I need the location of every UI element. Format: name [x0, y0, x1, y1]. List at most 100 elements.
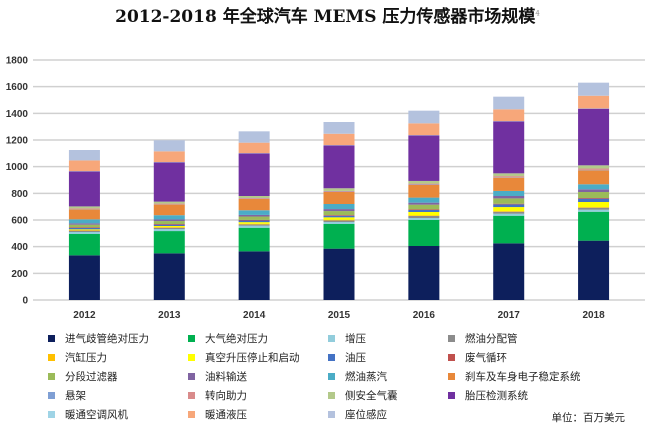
bar-segment — [153, 231, 185, 254]
legend-swatch — [48, 335, 55, 342]
x-tick-label: 2013 — [158, 310, 181, 321]
x-tick-label: 2012 — [73, 310, 96, 321]
bar-segment — [68, 150, 100, 161]
bar-segment — [493, 203, 525, 205]
bar-segment — [408, 110, 440, 124]
bar-segment — [493, 176, 525, 178]
bar-segment — [408, 204, 440, 210]
y-tick-label: 400 — [11, 242, 28, 253]
bar-stack-2014 — [238, 131, 270, 300]
bar-segment — [153, 221, 185, 224]
bar-segment — [408, 183, 440, 185]
y-tick-label: 200 — [11, 269, 28, 280]
bar-segment — [238, 219, 270, 221]
bar-stack-2012 — [68, 150, 100, 300]
bar-segment — [493, 204, 525, 208]
bar-stack-2018 — [578, 82, 610, 300]
legend-label: 转向助力 — [205, 390, 247, 402]
bar-segment — [323, 145, 355, 189]
bar-segment — [68, 209, 100, 220]
bar-segment — [323, 215, 355, 216]
bar-stack-2016 — [408, 110, 440, 300]
legend-label: 燃油蒸汽 — [345, 371, 387, 383]
legend-swatch — [448, 373, 455, 380]
legend-label: 汽缸压力 — [65, 352, 107, 364]
bar-segment — [68, 255, 100, 300]
legend-swatch — [48, 373, 55, 380]
legend-swatch — [48, 392, 55, 399]
bar-segment — [578, 168, 610, 170]
legend-item: 真空升压停止和启动 — [188, 350, 300, 365]
bar-segment — [578, 192, 610, 198]
bars — [68, 82, 610, 300]
bar-segment — [493, 215, 525, 244]
bar-segment — [68, 228, 100, 230]
bar-segment — [323, 224, 355, 249]
bar-segment — [578, 240, 610, 300]
legend-label: 进气歧管绝对压力 — [65, 333, 149, 345]
legend-swatch — [188, 354, 195, 361]
legend-item: 暖通空调风机 — [48, 407, 128, 422]
legend-item: 侧安全气囊 — [328, 388, 398, 403]
legend-item: 分段过滤器 — [48, 369, 118, 384]
legend-item: 刹车及车身电子稳定系统 — [448, 369, 581, 384]
bar-segment — [238, 251, 270, 300]
bar-segment — [323, 122, 355, 134]
y-tick-label: 1200 — [6, 136, 29, 147]
bar-segment — [408, 215, 440, 216]
legend-swatch — [328, 335, 335, 342]
bar-segment — [238, 131, 270, 143]
bar-segment — [578, 82, 610, 96]
bar-segment — [153, 219, 185, 222]
bar-segment — [323, 133, 355, 146]
legend-label: 增压 — [345, 333, 366, 345]
legend-label: 油压 — [345, 352, 366, 364]
bar-segment — [238, 225, 270, 228]
bar-segment — [68, 160, 100, 172]
legend-item: 暖通液压 — [188, 407, 247, 422]
bar-segment — [578, 198, 610, 199]
legend-swatch — [328, 392, 335, 399]
legend-label: 油料输送 — [205, 371, 247, 383]
bar-segment — [578, 184, 610, 190]
bar-segment — [238, 198, 270, 199]
bar-segment — [578, 211, 610, 241]
bar-segment — [323, 215, 355, 218]
bar-segment — [68, 208, 100, 210]
bar-segment — [238, 214, 270, 217]
legend-item: 大气绝对压力 — [188, 331, 268, 346]
chart-title: 2012-2018 年全球汽车 MEMS 压力传感器市场规模4 — [0, 2, 655, 27]
bar-segment — [493, 121, 525, 174]
title-footnote: 4 — [535, 9, 540, 18]
legend-swatch — [188, 411, 195, 418]
bar-segment — [238, 198, 270, 211]
bar-segment — [153, 224, 185, 225]
y-tick-label: 1800 — [6, 56, 29, 67]
bar-segment — [493, 243, 525, 300]
bar-segment — [323, 190, 355, 192]
bar-segment — [153, 227, 185, 230]
bar-stack-2015 — [323, 122, 355, 300]
bar-segment — [578, 108, 610, 166]
bar-segment — [68, 232, 100, 234]
bar-segment — [68, 230, 100, 232]
legend-label: 暖通液压 — [205, 409, 247, 421]
legend-item: 燃油蒸汽 — [328, 369, 387, 384]
bar-segment — [238, 222, 270, 224]
bar-segment — [238, 142, 270, 154]
legend-swatch — [448, 335, 455, 342]
bar-segment — [238, 210, 270, 215]
legend-label: 胎压检测系统 — [465, 390, 528, 402]
y-tick-label: 1600 — [6, 82, 29, 93]
legend-label: 座位感应 — [345, 409, 387, 421]
bar-segment — [323, 204, 355, 210]
bar-segment — [323, 219, 355, 221]
bar-segment — [68, 230, 100, 231]
y-tick-label: 600 — [11, 216, 28, 227]
legend-swatch — [328, 373, 335, 380]
x-tick-label: 2018 — [582, 310, 605, 321]
legend-item: 转向助力 — [188, 388, 247, 403]
bar-segment — [408, 123, 440, 136]
bar-segment — [323, 217, 355, 220]
legend-swatch — [188, 373, 195, 380]
